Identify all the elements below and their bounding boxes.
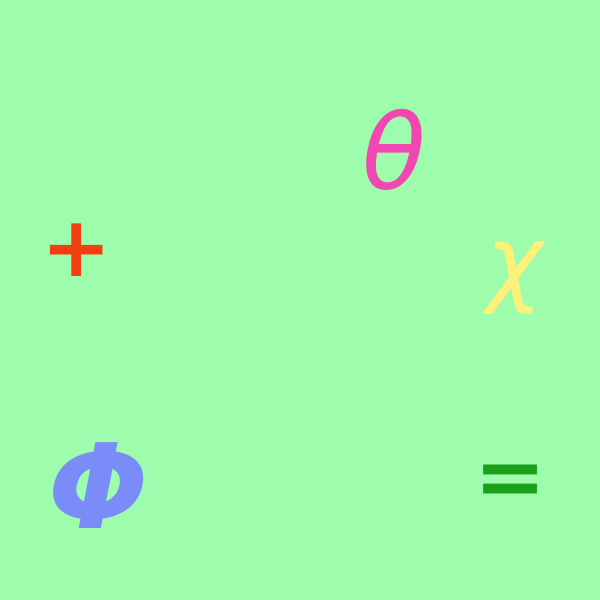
phi-symbol: Φ	[48, 418, 149, 556]
equals-symbol: =	[474, 427, 547, 527]
plus-symbol: +	[41, 198, 112, 296]
theta-symbol: θ	[362, 92, 426, 214]
chi-symbol: χ	[486, 205, 543, 317]
